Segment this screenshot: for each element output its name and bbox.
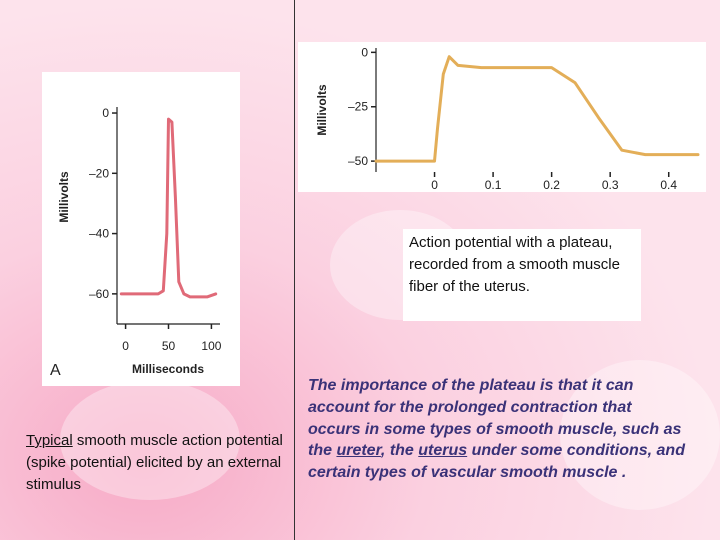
- spike-caption-text: smooth muscle action potential (spike po…: [26, 432, 283, 493]
- y-tick-label: 0: [361, 45, 368, 59]
- y-axis-label: Millivolts: [57, 171, 71, 223]
- importance-text: The importance of the plateau is that it…: [308, 377, 682, 460]
- vertical-divider: [294, 0, 295, 540]
- panel-label: A: [50, 362, 61, 379]
- x-tick-label: 0.1: [485, 178, 502, 192]
- x-axis-label: Milliseconds: [132, 362, 204, 376]
- ureter-link: ureter: [336, 442, 381, 460]
- x-tick-label: 0: [122, 339, 129, 353]
- x-tick-label: 0.4: [660, 178, 677, 192]
- spike-caption-underlined: Typical: [26, 432, 73, 449]
- plateau-chart: 0 –25 –50 0 0.1 0.2 0.3 0.4 Millivolts: [315, 45, 700, 192]
- plateau-caption: Action potential with a plateau, recorde…: [403, 229, 641, 321]
- plateau-caption-text: Action potential with a plateau, recorde…: [409, 234, 620, 295]
- importance-text: under some conditions, and certain types…: [308, 442, 685, 482]
- importance-paragraph: The importance of the plateau is that it…: [308, 375, 688, 484]
- x-tick-label: 100: [201, 339, 221, 353]
- background-petal: [560, 360, 720, 510]
- spike-chart-panel: 0 –20 –40 –60 0 50 100 Millivolts Millisecond…: [42, 72, 240, 386]
- x-tick-label: 0.2: [543, 178, 560, 192]
- y-tick-label: –40: [89, 227, 109, 241]
- y-tick-label: –25: [348, 100, 368, 114]
- y-axis-label: Millivolts: [315, 84, 329, 136]
- spike-series-line: [119, 117, 218, 299]
- plateau-series-line: [374, 55, 700, 163]
- spike-caption: Typical smooth muscle action potential (…: [26, 430, 286, 496]
- x-tick-label: 50: [162, 339, 176, 353]
- x-tick-label: 0: [431, 178, 438, 192]
- plateau-chart-panel: 0 –25 –50 0 0.1 0.2 0.3 0.4 Millivolts: [298, 42, 706, 192]
- x-tick-label: 0.3: [602, 178, 619, 192]
- importance-text: , the: [380, 442, 419, 460]
- uterus-link: uterus: [418, 442, 468, 460]
- y-tick-label: 0: [102, 106, 109, 120]
- y-tick-label: –20: [89, 166, 109, 180]
- y-tick-label: –60: [89, 287, 109, 301]
- spike-chart: 0 –20 –40 –60 0 50 100 Millivolts Millisecond…: [50, 106, 222, 379]
- y-tick-label: –50: [348, 154, 368, 168]
- background-petal: [60, 380, 240, 500]
